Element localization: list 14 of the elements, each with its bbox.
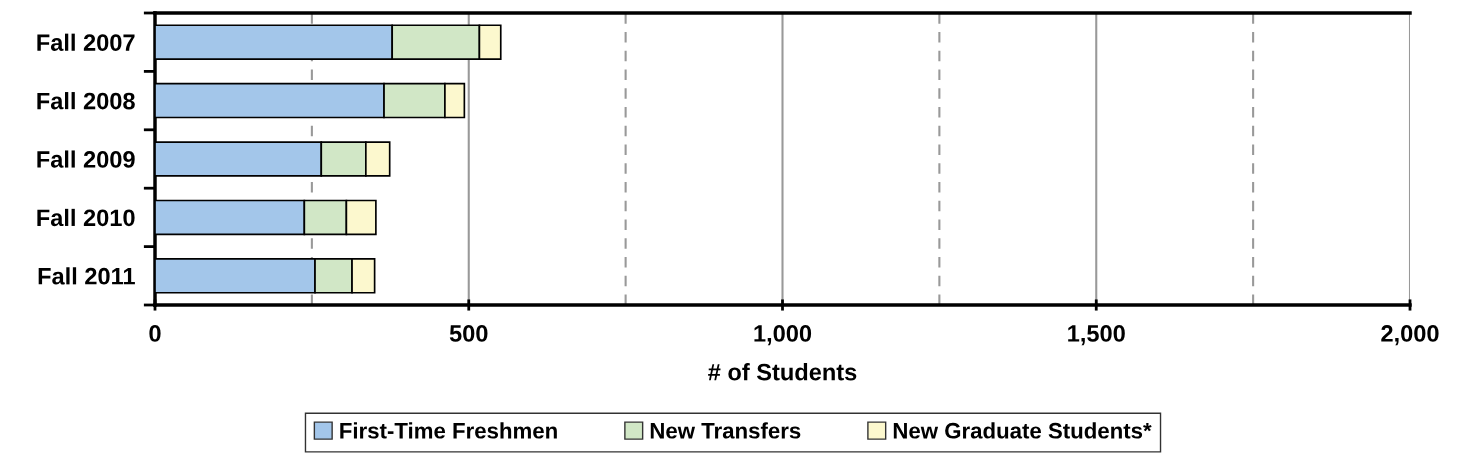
y-tick-label: Fall 2008 — [37, 92, 135, 110]
x-tick-label: 1,000 — [754, 325, 812, 346]
x-tick-label: 2,000 — [1381, 325, 1439, 346]
x-axis-title: # of Students — [708, 363, 857, 381]
legend-label: First-Time Freshmen — [340, 422, 557, 439]
y-tick-label: Fall 2009 — [37, 150, 135, 168]
legend-label: New Graduate Students* — [893, 422, 1152, 439]
x-tick-label: 1,500 — [1068, 325, 1125, 346]
legend-label: New Transfers — [650, 422, 801, 439]
y-tick-label: Fall 2007 — [37, 33, 135, 51]
y-tick-label: Fall 2011 — [38, 267, 135, 285]
x-tick-label: 500 — [449, 325, 488, 342]
y-tick-label: Fall 2010 — [37, 208, 135, 227]
x-tick-label: 0 — [149, 325, 161, 342]
